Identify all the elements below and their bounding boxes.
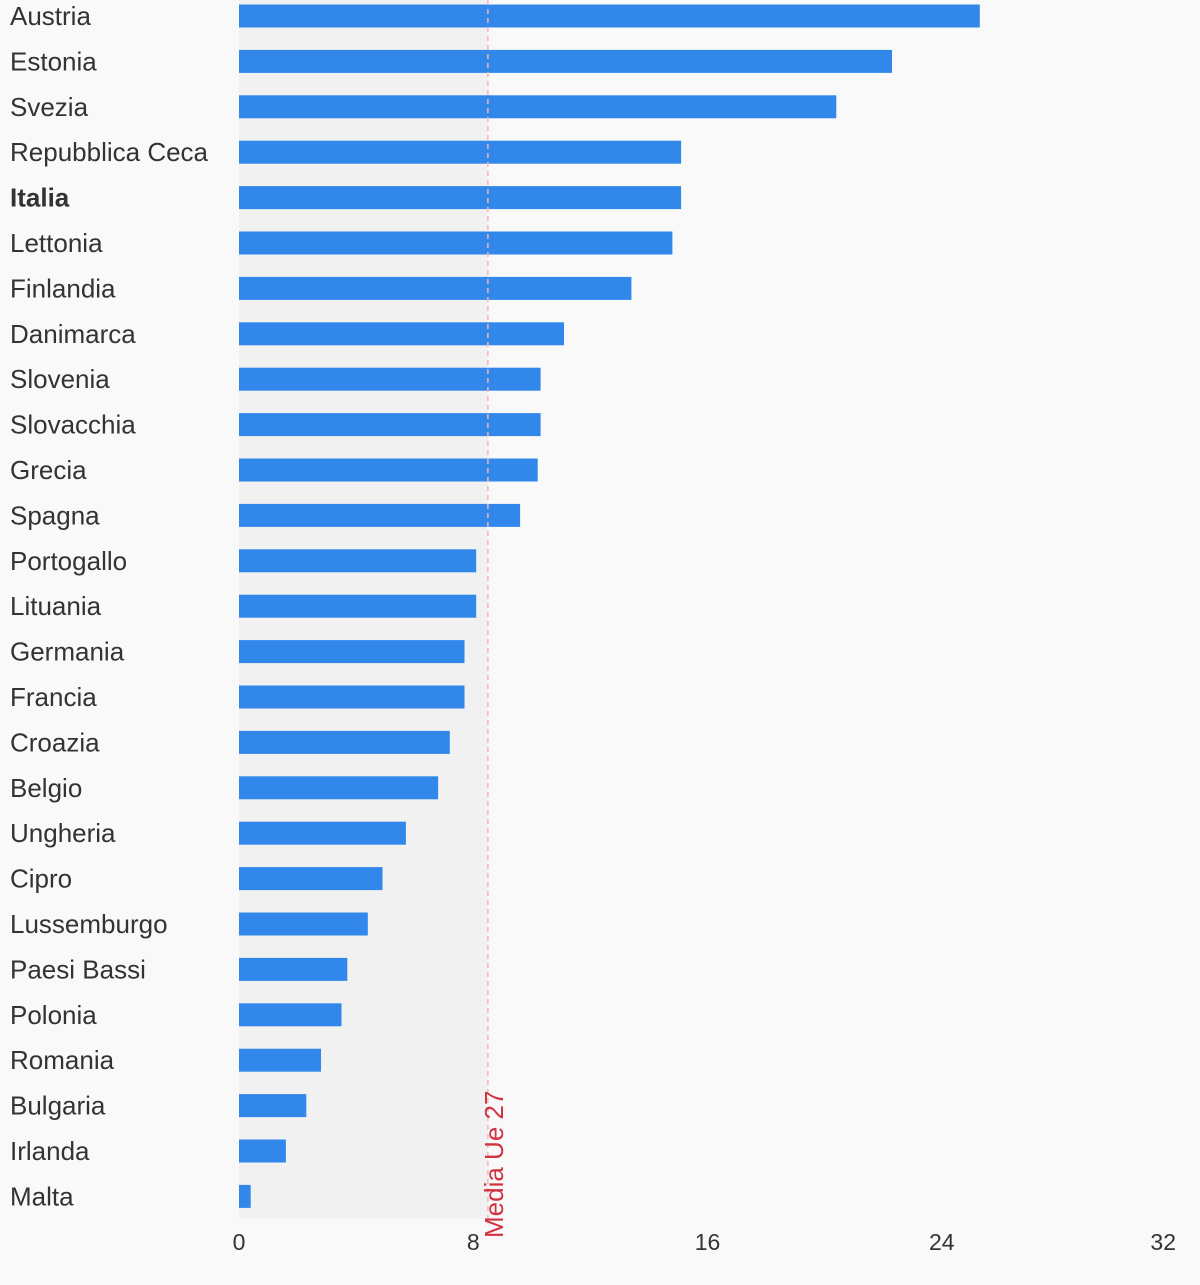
category-label-lettonia: Lettonia bbox=[10, 228, 103, 258]
bar-germania bbox=[239, 640, 465, 664]
x-tick-label: 24 bbox=[929, 1229, 955, 1255]
bar-italia bbox=[239, 186, 682, 210]
category-label-paesi-bassi: Paesi Bassi bbox=[10, 954, 146, 984]
category-label-repubblica-ceca: Repubblica Ceca bbox=[10, 137, 209, 167]
bar-lettonia bbox=[239, 231, 673, 255]
eu-average-label: Media Ue 27 bbox=[479, 1091, 509, 1238]
category-label-francia: Francia bbox=[10, 682, 97, 712]
bar-portogallo bbox=[239, 549, 477, 573]
category-label-lussemburgo: Lussemburgo bbox=[10, 909, 168, 939]
bar-cipro bbox=[239, 867, 383, 891]
bar-grecia bbox=[239, 458, 538, 482]
category-label-polonia: Polonia bbox=[10, 1000, 97, 1030]
category-label-germania: Germania bbox=[10, 637, 125, 667]
category-label-finlandia: Finlandia bbox=[10, 273, 116, 303]
x-tick-label: 8 bbox=[467, 1229, 480, 1255]
bar-francia bbox=[239, 685, 465, 709]
bar-romania bbox=[239, 1048, 321, 1072]
category-label-lituania: Lituania bbox=[10, 591, 102, 621]
category-label-austria: Austria bbox=[10, 1, 91, 31]
category-label-italia: Italia bbox=[10, 183, 70, 213]
category-labels: Austria Estonia Svezia Repubblica Ceca Itali… bbox=[10, 1, 209, 1211]
category-label-slovacchia: Slovacchia bbox=[10, 410, 136, 440]
x-tick-label: 32 bbox=[1150, 1229, 1176, 1255]
category-label-portogallo: Portogallo bbox=[10, 546, 127, 576]
bar-ungheria bbox=[239, 821, 406, 845]
bar-finlandia bbox=[239, 276, 632, 300]
category-label-estonia: Estonia bbox=[10, 46, 97, 76]
category-label-romania: Romania bbox=[10, 1045, 115, 1075]
bar-irlanda bbox=[239, 1139, 286, 1163]
bar-slovenia bbox=[239, 367, 541, 391]
category-label-grecia: Grecia bbox=[10, 455, 87, 485]
category-label-cipro: Cipro bbox=[10, 864, 72, 894]
bar-polonia bbox=[239, 1003, 342, 1027]
bar-lussemburgo bbox=[239, 912, 368, 936]
bar-repubblica-ceca bbox=[239, 140, 682, 164]
bar-svezia bbox=[239, 95, 837, 119]
category-label-spagna: Spagna bbox=[10, 500, 100, 530]
category-label-bulgaria: Bulgaria bbox=[10, 1091, 106, 1121]
x-axis-ticks: 0 8 16 24 32 bbox=[233, 1229, 1176, 1255]
x-tick-label: 0 bbox=[233, 1229, 246, 1255]
bar-croazia bbox=[239, 730, 450, 754]
bar-paesi-bassi bbox=[239, 957, 348, 981]
category-label-irlanda: Irlanda bbox=[10, 1136, 90, 1166]
category-label-belgio: Belgio bbox=[10, 773, 82, 803]
bar-danimarca bbox=[239, 322, 564, 346]
bar-austria bbox=[239, 4, 980, 28]
bar-slovacchia bbox=[239, 413, 541, 437]
bars-layer bbox=[239, 4, 980, 1208]
category-label-malta: Malta bbox=[10, 1181, 74, 1211]
bar-estonia bbox=[239, 49, 892, 73]
x-tick-label: 16 bbox=[695, 1229, 721, 1255]
category-label-svezia: Svezia bbox=[10, 92, 89, 122]
bar-spagna bbox=[239, 503, 521, 527]
bar-lituania bbox=[239, 594, 477, 618]
bar-bulgaria bbox=[239, 1094, 307, 1118]
bar-belgio bbox=[239, 776, 439, 800]
category-label-slovenia: Slovenia bbox=[10, 364, 110, 394]
category-label-croazia: Croazia bbox=[10, 727, 100, 757]
category-label-ungheria: Ungheria bbox=[10, 818, 116, 848]
bar-malta bbox=[239, 1184, 251, 1208]
category-label-danimarca: Danimarca bbox=[10, 319, 136, 349]
